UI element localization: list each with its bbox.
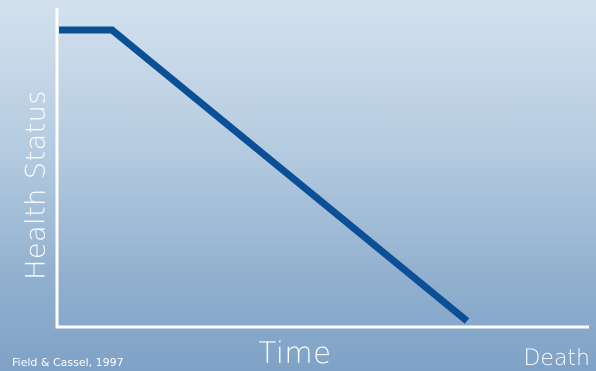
x-axis-label: Time <box>258 336 332 370</box>
source-citation: Field & Cassel, 1997 <box>12 356 124 369</box>
axes <box>55 8 589 329</box>
x-axis-end-label: Death <box>523 346 590 371</box>
y-axis-label: Health Status <box>20 90 52 280</box>
series-line-1 <box>59 26 470 324</box>
series-group <box>59 26 470 324</box>
